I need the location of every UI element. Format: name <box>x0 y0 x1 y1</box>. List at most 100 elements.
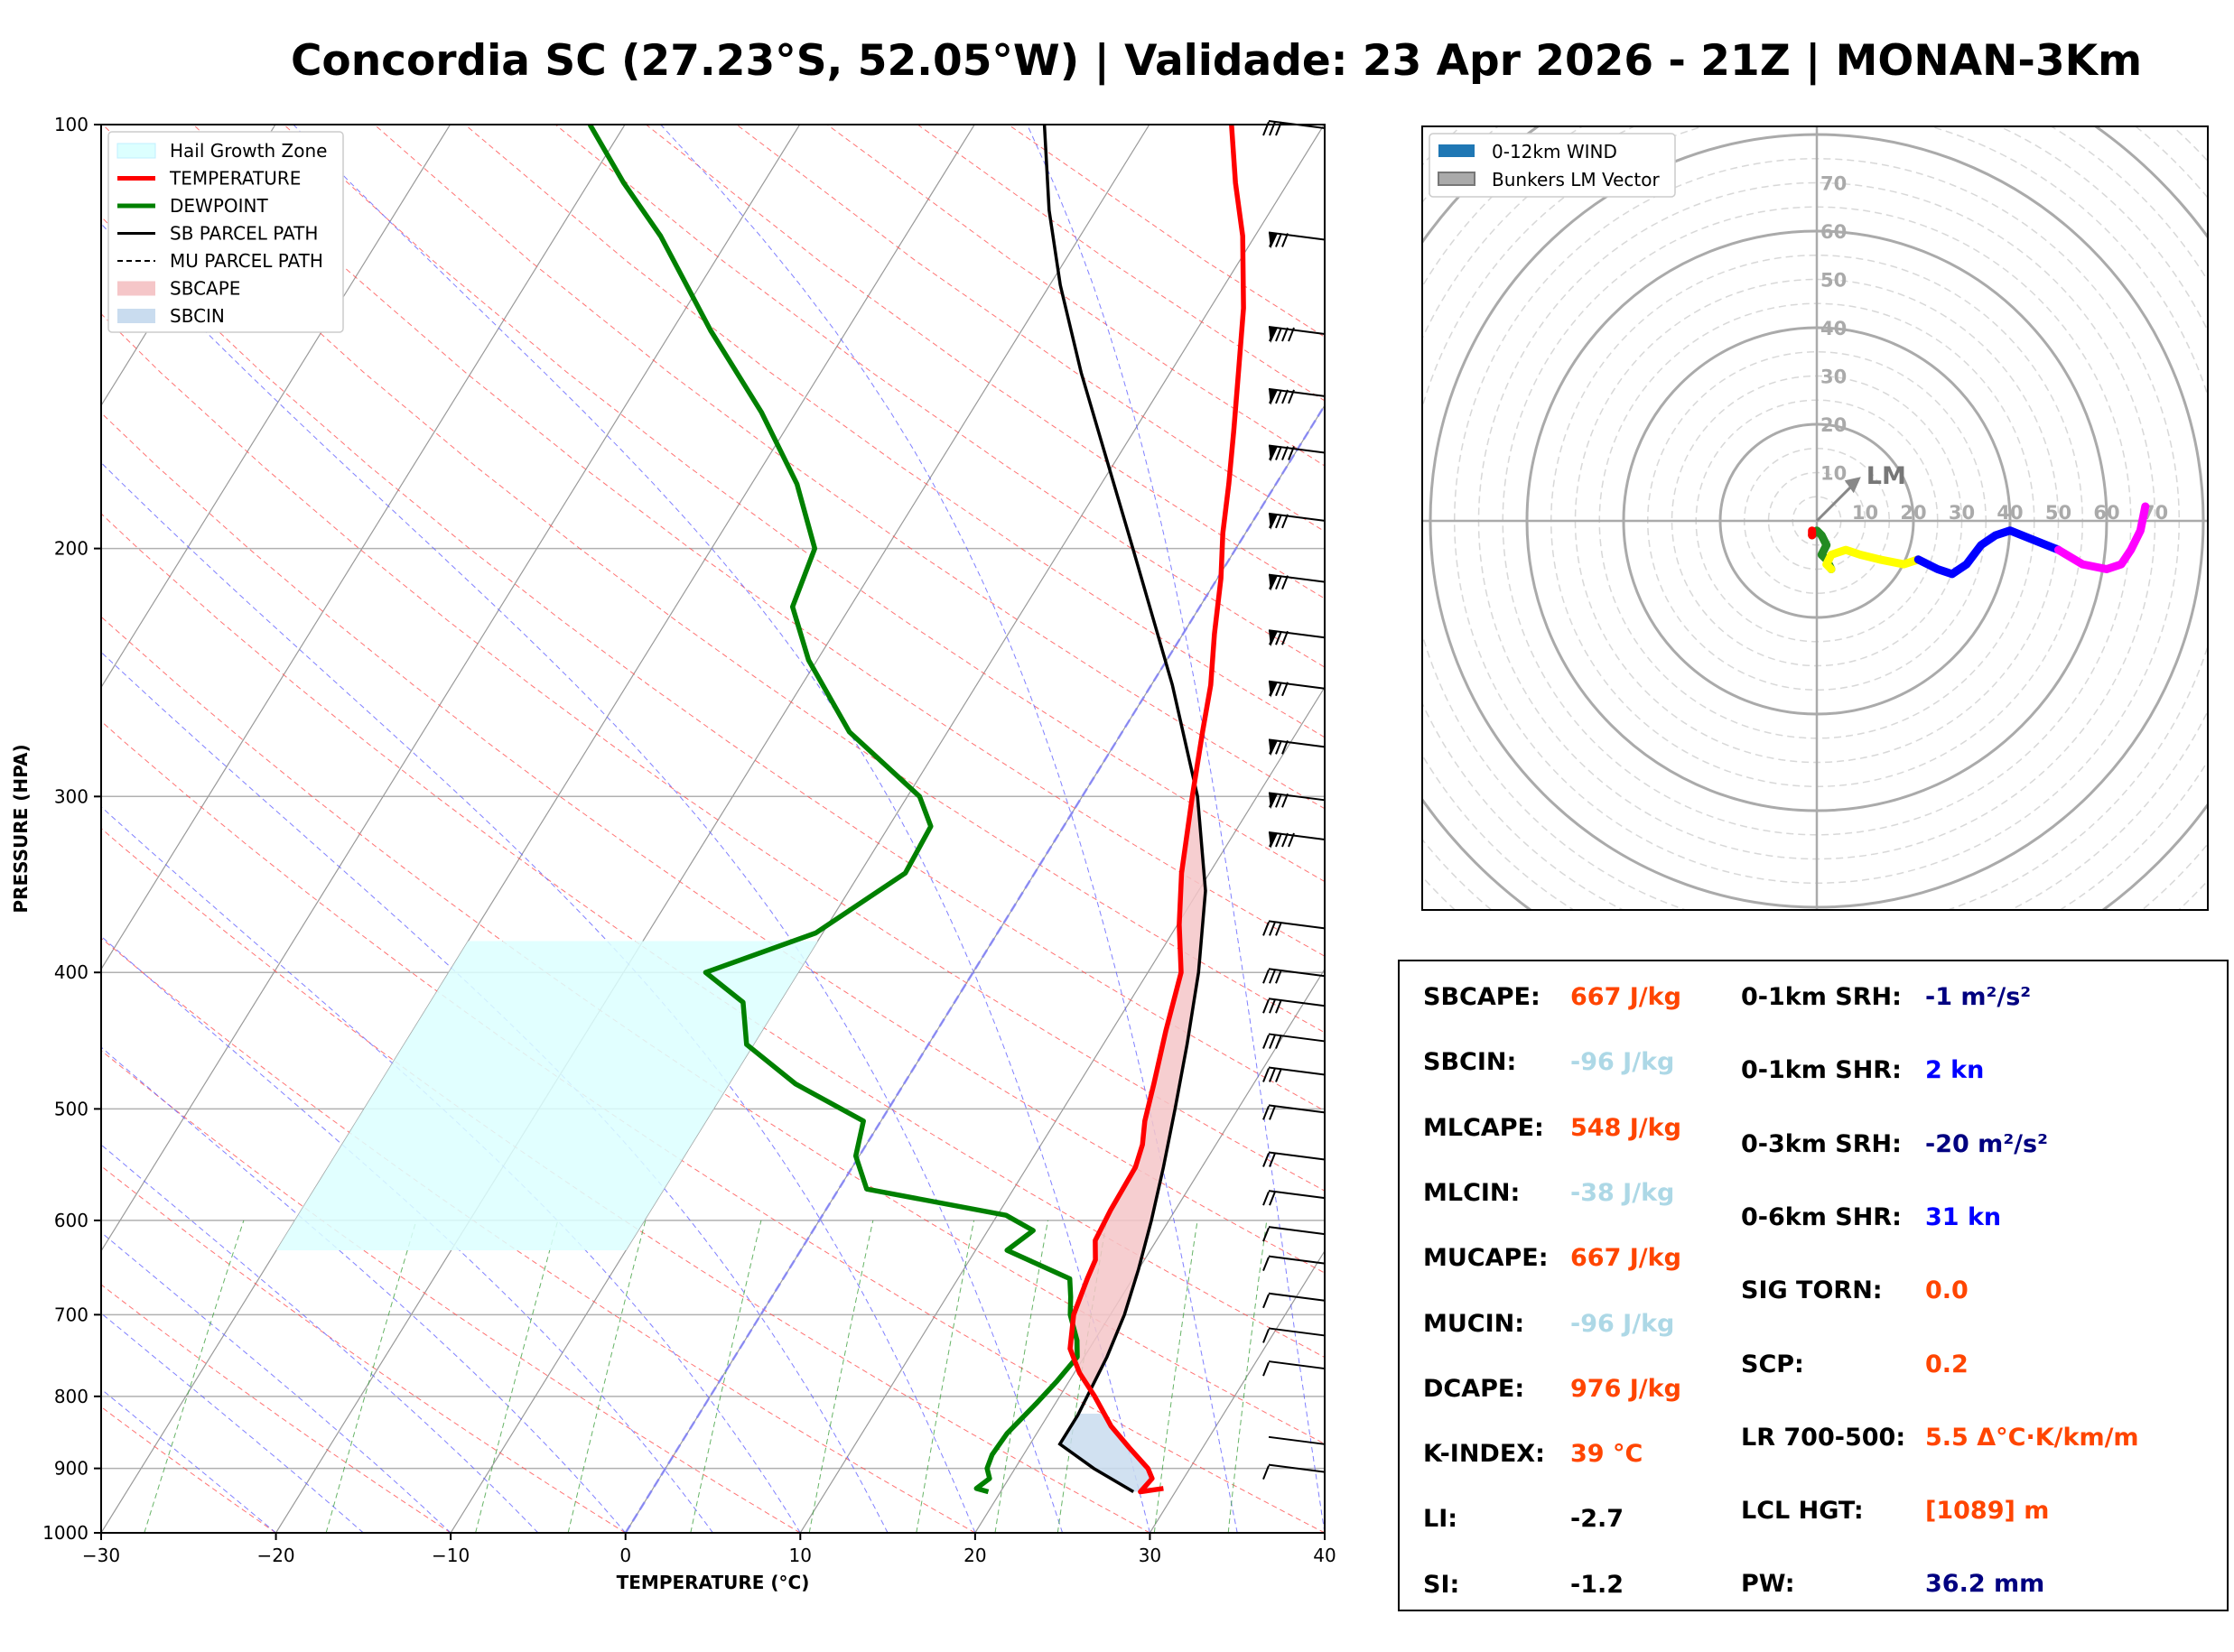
hodograph-ring-label: 10 <box>1820 463 1847 485</box>
moist-adiabat <box>101 935 713 1533</box>
dry-adiabat <box>101 412 1325 1274</box>
dewpoint-line <box>587 125 1080 1495</box>
index-0-6km-shr--value: 31 kn <box>1925 1202 2002 1231</box>
lm-vector <box>1815 481 1857 523</box>
mixing-ratio-line <box>994 1220 1048 1533</box>
index-k-index--label: K-INDEX: <box>1423 1440 1545 1469</box>
index-scp--label: SCP: <box>1741 1350 1804 1378</box>
wind-barb-feather <box>1288 446 1295 460</box>
legend-label: SBCAPE <box>170 278 240 300</box>
wind-barb-feather <box>1262 1068 1270 1082</box>
mixing-ratio-line <box>325 1220 417 1533</box>
wind-barb-feather <box>1275 793 1282 808</box>
moist-adiabat <box>660 125 1238 1533</box>
index-mucape--value: 667 J/kg <box>1570 1244 1681 1273</box>
moist-adiabat <box>101 1231 451 1533</box>
index-0-3km-srh--label: 0-3km SRH: <box>1741 1129 1902 1158</box>
indices-panel: SBCAPE: 667 J/kg SBCIN: -96 J/kg MLCAPE: 548 … <box>1398 960 2229 1611</box>
index-0-3km-srh--value: -20 m²/s² <box>1925 1129 2048 1158</box>
mixing-ratio-line <box>1153 1220 1198 1533</box>
hodograph-ring-label: 40 <box>1997 502 2023 524</box>
x-tick-label: 30 <box>1139 1545 1161 1566</box>
index-0-6km-shr--label: 0-6km SHR: <box>1741 1202 1902 1231</box>
wind-barb-feather <box>1269 1153 1276 1167</box>
wind-barb-feather <box>1262 1106 1270 1120</box>
wind-barb-feather <box>1262 969 1270 984</box>
mixing-ratio-line <box>567 1220 647 1533</box>
x-tick-label: 40 <box>1313 1545 1336 1566</box>
sb-parcel-path <box>1042 125 1207 1494</box>
wind-barb-feather <box>1288 389 1295 404</box>
wind-barb-feather <box>1275 327 1282 342</box>
legend-swatch <box>1438 172 1475 186</box>
isotherm-line <box>101 125 451 689</box>
dry-adiabat <box>101 513 1325 1359</box>
wind-barb-feather <box>1269 327 1276 342</box>
y-tick-label: 500 <box>54 1098 88 1119</box>
wind-barb-feather <box>1275 969 1282 984</box>
wind-barb <box>1268 792 1326 802</box>
index-mlcin--label: MLCIN: <box>1423 1178 1521 1207</box>
wind-barb-feather <box>1275 389 1282 404</box>
moist-adiabat <box>101 1046 627 1533</box>
index-mlcape--label: MLCAPE: <box>1423 1113 1544 1142</box>
wind-barb-feather <box>1269 793 1276 808</box>
hodograph-ring-label: 60 <box>1820 221 1847 243</box>
index-lcl-hgt--value: [1089] m <box>1925 1497 2050 1526</box>
wind-barb-feather <box>1281 739 1289 755</box>
hodograph-ring-label: 30 <box>1949 502 1975 524</box>
wind-barb-feather <box>1275 832 1282 848</box>
index-sig-torn--label: SIG TORN: <box>1741 1276 1883 1305</box>
wind-barb-feather <box>1275 514 1282 529</box>
isotherm-line <box>101 125 626 970</box>
dry-adiabat <box>101 1050 801 1533</box>
isotherm-line <box>101 125 975 1533</box>
x-tick-label: −20 <box>256 1545 294 1566</box>
y-tick-label: 200 <box>54 538 88 560</box>
wind-barb <box>1268 1435 1326 1445</box>
wind-barb-feather <box>1281 446 1289 460</box>
dry-adiabat <box>101 720 1325 1533</box>
moist-adiabat <box>101 806 801 1533</box>
index-si--value: -1.2 <box>1570 1570 1624 1599</box>
mixing-ratio-line <box>690 1220 762 1533</box>
wind-barb-feather <box>1262 1329 1270 1343</box>
y-tick-label: 900 <box>54 1458 88 1480</box>
legend-box <box>107 131 344 333</box>
wind-barb <box>1268 1226 1326 1236</box>
index-mlcape--value: 548 J/kg <box>1570 1113 1681 1142</box>
hodograph-frame <box>1421 125 2209 911</box>
legend-swatch <box>1438 144 1475 157</box>
wind-barb-feather <box>1281 630 1289 645</box>
wind-barb-feather <box>1262 121 1270 136</box>
skew-t-frame <box>100 124 1326 1534</box>
sbcin-fill <box>1060 1414 1159 1492</box>
moist-adiabat <box>101 223 1064 1533</box>
hodograph-segment <box>1822 545 1922 573</box>
y-tick-label: 600 <box>54 1210 88 1231</box>
x-tick-label: −10 <box>432 1545 470 1566</box>
mixing-ratio-line <box>144 1220 245 1533</box>
mixing-ratio-line <box>808 1220 874 1533</box>
hodograph-ring-label: 20 <box>1820 414 1847 436</box>
wind-barb-feather <box>1269 1191 1276 1206</box>
hodograph-ring-label: 70 <box>1820 173 1847 195</box>
wind-barb-feather <box>1269 1068 1276 1082</box>
wind-barb <box>1268 120 1326 129</box>
wind-barb <box>1268 831 1326 841</box>
moist-adiabat <box>101 1388 276 1533</box>
index-0-1km-shr--label: 0-1km SHR: <box>1741 1056 1902 1085</box>
wind-barb-feather <box>1275 630 1282 645</box>
x-tick-label: 0 <box>619 1545 631 1566</box>
wind-barb <box>1268 387 1326 397</box>
legend-label: 0-12km WIND <box>1492 141 1617 162</box>
index-dcape--value: 976 J/kg <box>1570 1374 1681 1403</box>
moist-adiabat <box>101 651 889 1533</box>
wind-barb <box>1268 231 1326 241</box>
wind-barb <box>1268 738 1326 748</box>
lm-label: LM <box>1866 462 1906 490</box>
wind-barb-feather <box>1275 1035 1282 1049</box>
index-sbcape--value: 667 J/kg <box>1570 983 1681 1011</box>
wind-barb <box>1268 680 1326 690</box>
